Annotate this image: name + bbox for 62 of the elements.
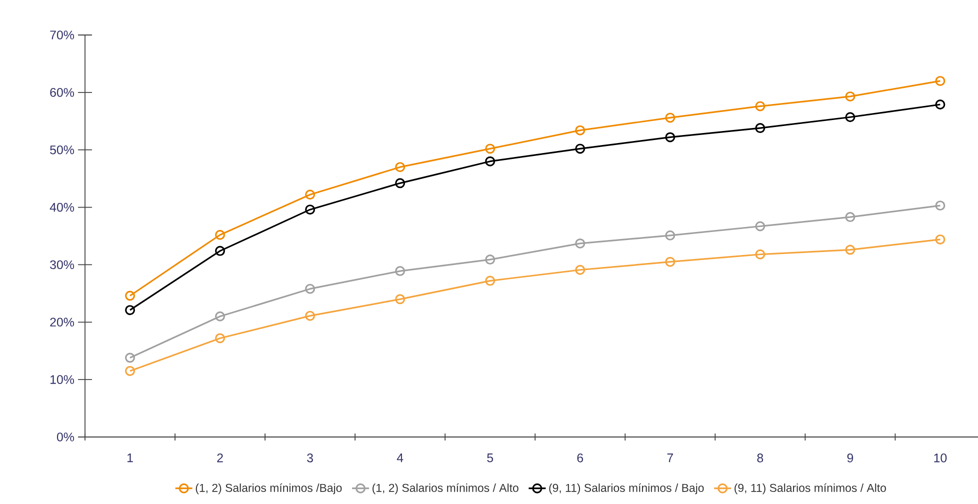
x-tick-label: 5 xyxy=(487,454,494,462)
point xyxy=(485,144,496,154)
point xyxy=(485,156,496,166)
point xyxy=(395,266,406,276)
legend-label: (1, 2) Salarios mínimos / Alto xyxy=(372,483,518,494)
point xyxy=(935,99,946,110)
x-tick-label: 9 xyxy=(847,454,854,462)
point xyxy=(485,254,496,265)
point xyxy=(305,190,316,200)
x-tick-label: 10 xyxy=(934,454,947,462)
point xyxy=(935,76,946,86)
point xyxy=(305,310,316,321)
point xyxy=(755,221,766,232)
x-tick-label: 4 xyxy=(396,454,404,462)
legend-label: (9, 11) Salarios mínimos / Alto xyxy=(734,483,886,494)
point xyxy=(125,305,136,316)
point xyxy=(845,244,856,255)
point xyxy=(755,123,766,134)
y-tick-label: 20% xyxy=(50,318,74,327)
point xyxy=(845,212,856,222)
point xyxy=(125,366,136,376)
point xyxy=(935,234,946,244)
point xyxy=(215,246,226,256)
y-tick-label: 40% xyxy=(50,202,74,212)
point xyxy=(575,264,586,275)
point xyxy=(395,162,406,172)
point xyxy=(845,91,856,102)
y-tick-label: 50% xyxy=(50,145,74,154)
point xyxy=(845,112,856,122)
y-tick-label: 60% xyxy=(50,88,74,97)
point xyxy=(665,256,676,267)
point xyxy=(125,290,136,301)
x-tick-label: 6 xyxy=(577,454,584,462)
x-tick-label: 3 xyxy=(307,454,313,462)
point xyxy=(395,178,406,188)
point xyxy=(215,230,226,240)
y-tick-label: 30% xyxy=(50,260,74,270)
x-tick-label: 7 xyxy=(667,454,673,462)
legend-label: (9, 11) Salarios mínimos / Bajo xyxy=(549,483,704,494)
point xyxy=(935,200,946,211)
y-tick-label: 0% xyxy=(56,432,74,442)
y-tick-label: 10% xyxy=(50,375,74,384)
point xyxy=(575,144,586,154)
point xyxy=(305,204,316,215)
point xyxy=(665,112,676,123)
legend-label: (1, 2) Salarios mínimos /Bajo xyxy=(196,483,342,494)
point xyxy=(395,294,406,304)
point xyxy=(755,101,766,112)
point xyxy=(125,352,136,363)
point xyxy=(665,230,676,240)
point xyxy=(575,125,586,136)
point xyxy=(215,311,226,322)
point xyxy=(575,238,586,248)
point xyxy=(485,276,496,286)
x-tick-label: 1 xyxy=(128,454,133,462)
x-tick-label: 2 xyxy=(217,454,223,462)
point xyxy=(305,284,316,294)
x-tick-label: 8 xyxy=(757,454,764,462)
point xyxy=(755,249,766,260)
point xyxy=(215,333,226,344)
y-tick-label: 70% xyxy=(50,30,74,40)
point xyxy=(665,132,676,142)
